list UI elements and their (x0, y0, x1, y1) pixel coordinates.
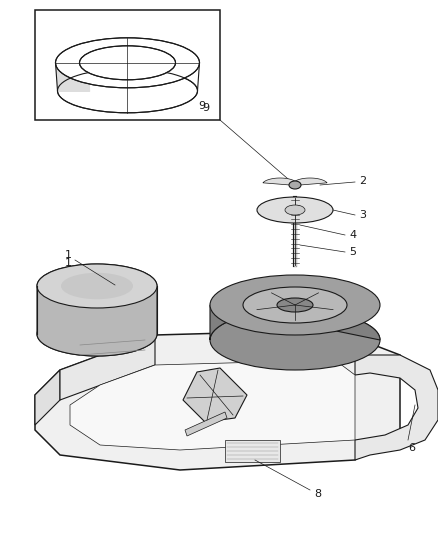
Polygon shape (292, 178, 326, 185)
Polygon shape (60, 335, 155, 400)
Ellipse shape (284, 205, 304, 215)
Ellipse shape (55, 38, 199, 88)
Text: 9: 9 (202, 103, 209, 113)
Ellipse shape (276, 298, 312, 312)
Polygon shape (70, 360, 354, 450)
Ellipse shape (209, 275, 379, 335)
Text: 1: 1 (64, 250, 71, 260)
Text: 1: 1 (64, 258, 71, 268)
Polygon shape (37, 264, 157, 356)
Polygon shape (209, 305, 379, 340)
Text: 9: 9 (198, 101, 205, 111)
Ellipse shape (61, 273, 133, 299)
Ellipse shape (288, 181, 300, 189)
Ellipse shape (37, 312, 157, 356)
Text: 3: 3 (359, 210, 366, 220)
Polygon shape (35, 330, 399, 470)
Ellipse shape (79, 46, 175, 80)
Ellipse shape (256, 197, 332, 223)
Polygon shape (262, 178, 297, 185)
Text: 8: 8 (314, 489, 321, 499)
Bar (35, 10, 219, 120)
Ellipse shape (243, 287, 346, 323)
Ellipse shape (209, 310, 379, 370)
Bar (225, 440, 279, 462)
Text: 2: 2 (359, 176, 366, 186)
Polygon shape (183, 368, 247, 422)
Text: 5: 5 (349, 247, 356, 257)
Text: 6: 6 (408, 443, 414, 453)
Polygon shape (354, 355, 437, 460)
Polygon shape (184, 412, 226, 436)
Text: 4: 4 (349, 230, 356, 240)
Ellipse shape (37, 264, 157, 308)
Ellipse shape (57, 69, 197, 113)
Polygon shape (35, 370, 60, 425)
